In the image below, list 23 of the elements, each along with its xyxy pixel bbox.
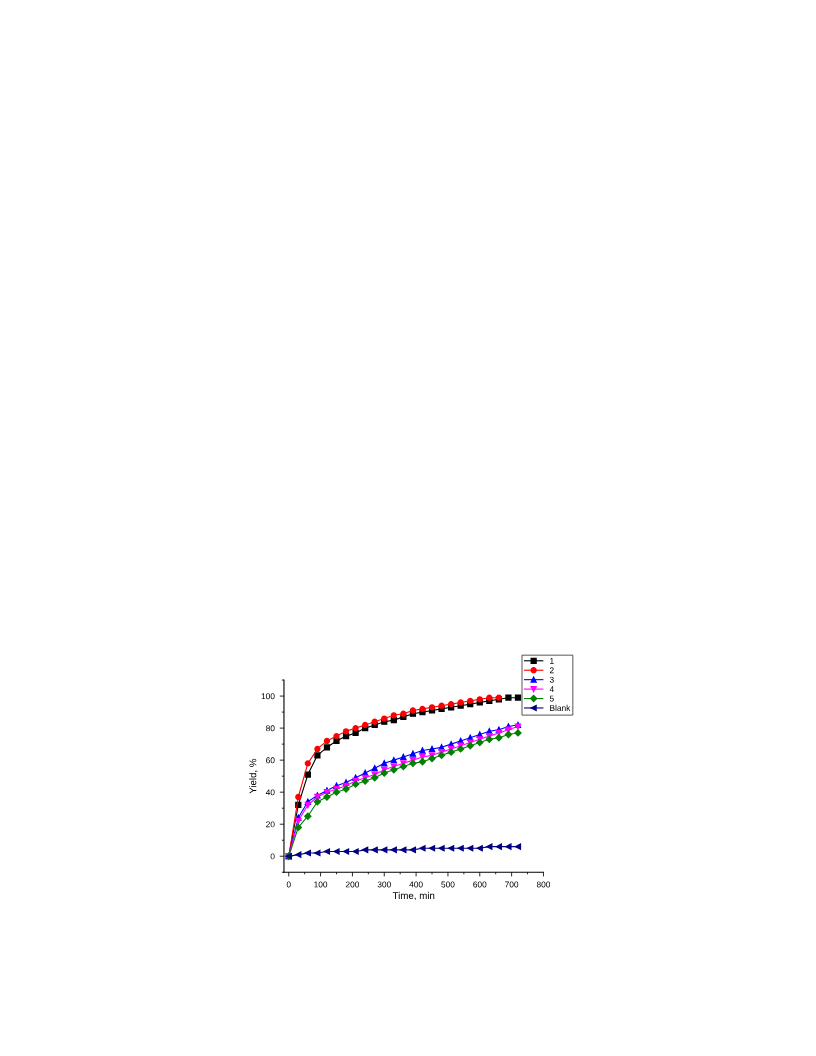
legend-label: 4 — [549, 686, 554, 693]
x-axis-title: Time, min — [392, 891, 435, 901]
y-tick-label: 20 — [266, 821, 275, 828]
y-tick-label: 80 — [266, 725, 275, 732]
x-tick-label: 200 — [345, 881, 360, 888]
x-tick-label: 600 — [473, 881, 487, 888]
legend-label: 1 — [550, 657, 554, 664]
legend-label: 3 — [549, 676, 554, 683]
legend-label: 5 — [549, 695, 554, 702]
x-tick-label: 300 — [377, 881, 391, 888]
y-tick-label: 40 — [265, 789, 275, 796]
y-axis-title: Yield, % — [249, 758, 258, 794]
legend-label: Blank — [550, 704, 571, 711]
x-tick-label: 800 — [536, 881, 551, 888]
x-tick-label: 100 — [314, 881, 328, 888]
x-tick-label: 700 — [505, 881, 519, 888]
x-tick-label: 0 — [286, 881, 291, 888]
legend-label: 2 — [549, 667, 554, 674]
y-tick-label: 0 — [270, 853, 275, 860]
y-tick-label: 60 — [266, 757, 275, 764]
x-tick-label: 400 — [409, 881, 423, 888]
x-tick-label: 500 — [441, 881, 455, 888]
y-tick-label: 100 — [261, 693, 275, 700]
